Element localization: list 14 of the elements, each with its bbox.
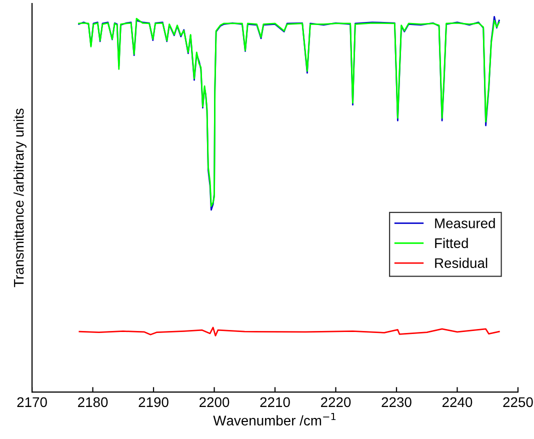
y-axis-title: Transmittance /arbitrary units bbox=[14, 108, 26, 288]
x-tick-label: 2240 bbox=[442, 397, 472, 408]
x-tick-label: 2220 bbox=[321, 397, 351, 408]
x-axis-title: Wavenumber /cm$^{−1}$ bbox=[213, 412, 336, 426]
legend-label: Measured bbox=[435, 218, 495, 228]
x-tick-label: 2190 bbox=[138, 397, 168, 408]
legend-label: Residual bbox=[435, 258, 488, 268]
x-tick-label: 2210 bbox=[260, 397, 290, 408]
x-tick-label: 2250 bbox=[503, 397, 533, 408]
legend-label: Fitted bbox=[435, 238, 468, 248]
x-tick-label: 2170 bbox=[17, 397, 47, 408]
x-tick-label: 2230 bbox=[382, 397, 412, 408]
x-tick-label: 2200 bbox=[200, 397, 230, 408]
x-tick-label: 2180 bbox=[78, 397, 108, 408]
